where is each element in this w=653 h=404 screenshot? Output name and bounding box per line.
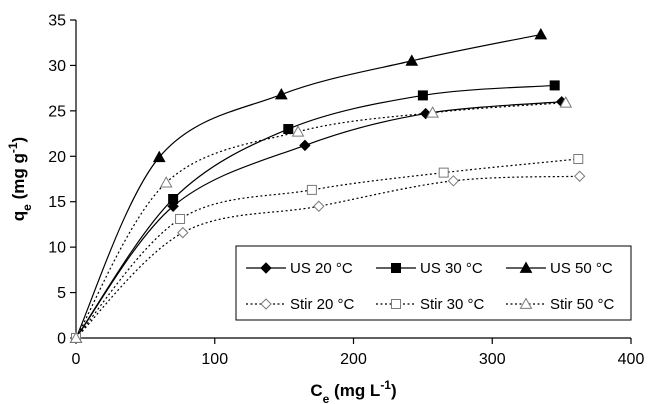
- legend-label: Stir 30 °C: [420, 296, 485, 313]
- legend-marker: [391, 263, 401, 273]
- legend-label: Stir 50 °C: [550, 296, 615, 313]
- data-point: [573, 154, 584, 165]
- legend-marker: [260, 298, 272, 310]
- legend-marker: [260, 262, 272, 274]
- tick-group: 0 5 10 15 20 25 30 35 0 100 200 300 400: [48, 13, 644, 369]
- data-point: [417, 90, 428, 101]
- data-point: [177, 226, 189, 239]
- data-point: [159, 176, 173, 188]
- data-point: [69, 331, 83, 343]
- legend-entry: US 20 °C: [246, 260, 353, 277]
- data-point: [573, 170, 586, 182]
- legend-marker: [519, 261, 533, 273]
- data-point: [168, 193, 179, 204]
- y-axis-title: qe (mg g-1): [6, 137, 34, 221]
- data-point: [275, 87, 288, 100]
- y-tick-label: 10: [48, 240, 66, 257]
- x-tick-label: 100: [201, 351, 228, 368]
- x-tick-label: 300: [479, 351, 506, 368]
- data-point: [549, 80, 560, 91]
- legend-marker: [519, 297, 533, 309]
- x-tick-label: 200: [340, 351, 367, 368]
- y-tick-label: 35: [48, 13, 66, 30]
- legend-label: US 30 °C: [420, 260, 483, 277]
- data-point: [405, 54, 419, 66]
- x-tick-label: 400: [618, 351, 645, 368]
- y-tick-label: 25: [48, 103, 66, 120]
- series-layer: [69, 28, 586, 344]
- y-tick-label: 15: [48, 194, 66, 211]
- legend-label: US 50 °C: [550, 260, 613, 277]
- legend-entry: Stir 30 °C: [376, 296, 485, 313]
- data-point: [283, 124, 294, 135]
- legend-entry: Stir 20 °C: [246, 296, 355, 313]
- legend-entry: US 50 °C: [506, 260, 613, 277]
- x-axis-title: Ce (mg L-1): [310, 378, 396, 404]
- y-tick-label: 20: [48, 149, 66, 166]
- legend: US 20 °C US 30 °C US 50 °C Stir 20 °C Stir 3…: [235, 245, 632, 321]
- data-point: [299, 139, 311, 152]
- data-point: [175, 213, 186, 224]
- legend-box: [235, 245, 632, 321]
- y-tick-label: 30: [48, 58, 66, 75]
- data-point: [447, 175, 460, 187]
- data-point: [438, 167, 449, 178]
- series-line: [75, 33, 541, 339]
- data-point: [313, 200, 325, 212]
- y-tick-label: 0: [57, 331, 66, 348]
- data-point: [426, 106, 439, 118]
- data-point: [534, 28, 548, 40]
- x-tick-label: 0: [72, 351, 81, 368]
- legend-label: Stir 20 °C: [290, 296, 355, 313]
- data-point: [559, 96, 573, 108]
- data-point: [306, 184, 317, 195]
- series-line: [75, 158, 579, 339]
- legend-entry: Stir 50 °C: [506, 296, 615, 313]
- data-point: [152, 150, 166, 163]
- legend-entry: US 30 °C: [376, 260, 483, 277]
- series-stir-50-c: [69, 96, 573, 343]
- y-tick-label: 5: [57, 285, 66, 302]
- data-point: [291, 125, 305, 137]
- legend-label: US 20 °C: [290, 260, 353, 277]
- legend-marker: [391, 299, 401, 309]
